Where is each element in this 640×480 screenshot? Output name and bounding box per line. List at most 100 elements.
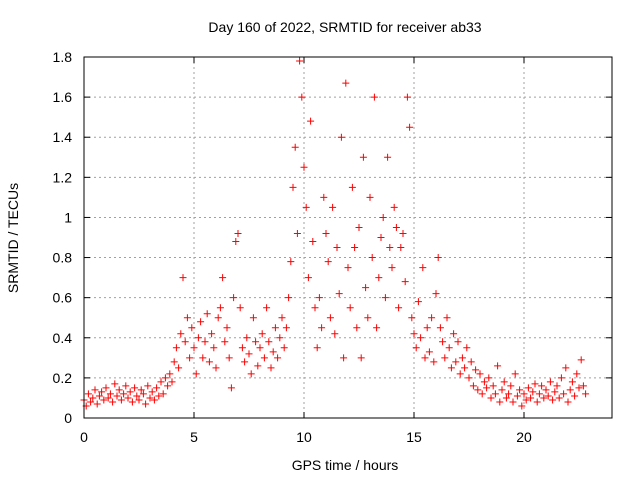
data-point: [340, 354, 348, 362]
data-point: [210, 344, 218, 352]
data-point: [443, 314, 451, 322]
data-point: [423, 324, 431, 332]
data-point: [397, 244, 405, 252]
data-point: [128, 398, 136, 406]
data-point: [221, 338, 229, 346]
data-point: [293, 229, 301, 237]
data-point: [214, 314, 222, 322]
data-point: [183, 314, 191, 322]
data-point: [190, 344, 198, 352]
data-point: [432, 290, 440, 298]
data-point: [320, 193, 328, 201]
data-point: [258, 330, 266, 338]
data-point: [333, 244, 341, 252]
data-point: [322, 229, 330, 237]
data-points: [80, 57, 590, 410]
data-point: [278, 314, 286, 322]
data-point: [227, 384, 235, 392]
data-point: [408, 314, 416, 322]
data-point: [296, 57, 304, 65]
data-point: [232, 238, 240, 246]
data-point: [223, 324, 231, 332]
data-point: [265, 338, 273, 346]
data-point: [362, 284, 370, 292]
data-point: [256, 344, 264, 352]
data-point: [144, 382, 152, 390]
data-point: [139, 390, 147, 398]
data-point: [500, 378, 508, 386]
data-point: [494, 362, 502, 370]
data-point: [111, 380, 119, 388]
data-point: [98, 388, 106, 396]
x-axis-label: GPS time / hours: [292, 457, 399, 473]
y-tick-label: 0.2: [53, 370, 73, 386]
data-point: [529, 388, 537, 396]
data-point: [282, 324, 290, 332]
data-point: [505, 390, 513, 398]
data-point: [564, 398, 572, 406]
grid-lines: [84, 57, 612, 418]
data-point: [467, 358, 475, 366]
data-point: [538, 382, 546, 390]
data-point: [208, 330, 216, 338]
data-point: [344, 264, 352, 272]
data-point: [329, 203, 337, 211]
data-point: [287, 258, 295, 266]
data-point: [364, 314, 372, 322]
data-point: [331, 330, 339, 338]
data-point: [236, 304, 244, 312]
data-point: [245, 350, 253, 358]
data-point: [148, 388, 156, 396]
data-point: [579, 382, 587, 390]
data-point: [373, 324, 381, 332]
x-tick-label: 10: [296, 429, 312, 445]
data-point: [428, 314, 436, 322]
y-tick-label: 0.6: [53, 290, 73, 306]
data-point: [542, 386, 550, 394]
data-point: [243, 334, 251, 342]
data-point: [120, 390, 128, 398]
data-point: [285, 294, 293, 302]
data-point: [342, 79, 350, 87]
y-tick-label: 1: [64, 209, 72, 225]
y-tick-label: 0: [64, 410, 72, 426]
x-tick-label: 15: [406, 429, 422, 445]
data-point: [551, 388, 559, 396]
data-point: [87, 398, 95, 406]
data-point: [472, 366, 480, 374]
data-point: [188, 324, 196, 332]
data-point: [324, 258, 332, 266]
data-point: [205, 358, 213, 366]
data-point: [260, 354, 268, 362]
data-point: [531, 380, 539, 388]
data-point: [375, 274, 383, 282]
data-point: [582, 390, 590, 398]
data-point: [549, 396, 557, 404]
data-point: [524, 384, 532, 392]
data-point: [276, 334, 284, 342]
data-point: [573, 370, 581, 378]
data-point: [353, 324, 361, 332]
data-point: [395, 304, 403, 312]
data-point: [478, 390, 486, 398]
data-point: [252, 338, 260, 346]
data-point: [511, 370, 519, 378]
data-point: [84, 390, 92, 398]
data-point: [95, 392, 103, 400]
data-point: [388, 264, 396, 272]
data-point: [425, 348, 433, 356]
data-point: [355, 223, 363, 231]
data-point: [230, 294, 238, 302]
data-point: [212, 364, 220, 372]
data-point: [280, 344, 288, 352]
data-point: [540, 394, 548, 402]
data-point: [269, 348, 277, 356]
data-point: [304, 274, 312, 282]
data-point: [194, 334, 202, 342]
data-point: [458, 354, 466, 362]
data-point: [476, 370, 484, 378]
data-point: [254, 362, 262, 370]
data-point: [502, 394, 510, 402]
data-point: [168, 378, 176, 386]
